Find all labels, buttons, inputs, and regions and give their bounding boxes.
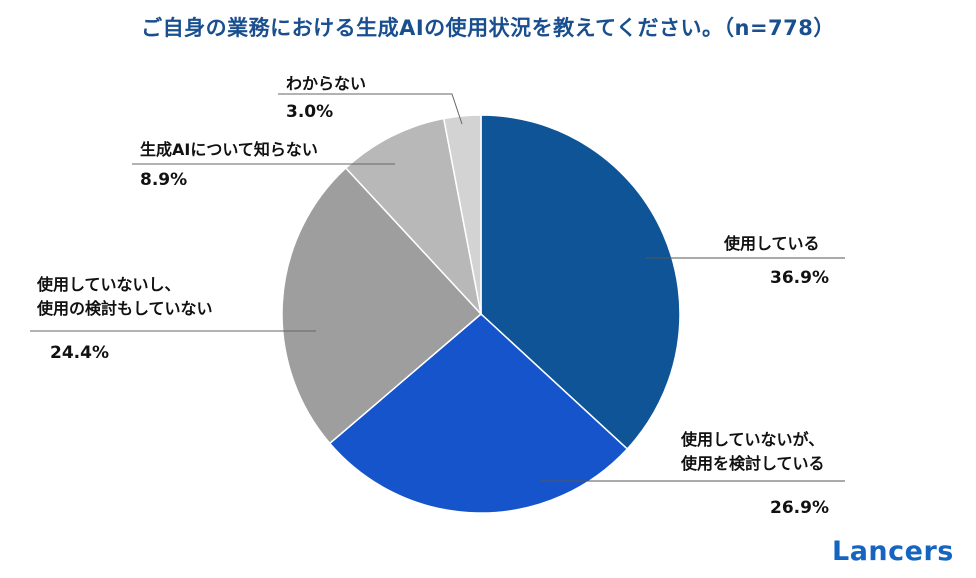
slice-unaware xyxy=(344,117,483,317)
slice-label-not-using: 使用していないし、 使用の検討もしていない xyxy=(37,275,213,318)
lancers-logo: Lancers xyxy=(832,536,954,567)
slice-considering xyxy=(328,312,629,514)
slice-pct-using: 36.9% xyxy=(770,268,829,288)
slice-label-unaware: 生成AIについて知らない xyxy=(140,140,318,159)
slice-dont-know xyxy=(442,114,482,315)
chart-title: ご自身の業務における生成AIの使用状況を教えてください。（n=778） xyxy=(141,16,835,40)
slice-pct-considering: 26.9% xyxy=(770,498,829,518)
slice-not-using xyxy=(281,166,483,445)
slice-label-dont-know: わからない xyxy=(286,74,367,93)
slice-label-considering: 使用していないが、 使用を検討している xyxy=(681,430,825,473)
slice-pct-not-using: 24.4% xyxy=(50,343,109,363)
slice-using xyxy=(480,114,681,451)
slice-pct-unaware: 8.9% xyxy=(140,170,188,190)
slice-pct-dont-know: 3.0% xyxy=(286,102,334,122)
leader-line-slice-dont-know xyxy=(278,93,463,125)
slice-label-using: 使用している xyxy=(724,234,820,253)
